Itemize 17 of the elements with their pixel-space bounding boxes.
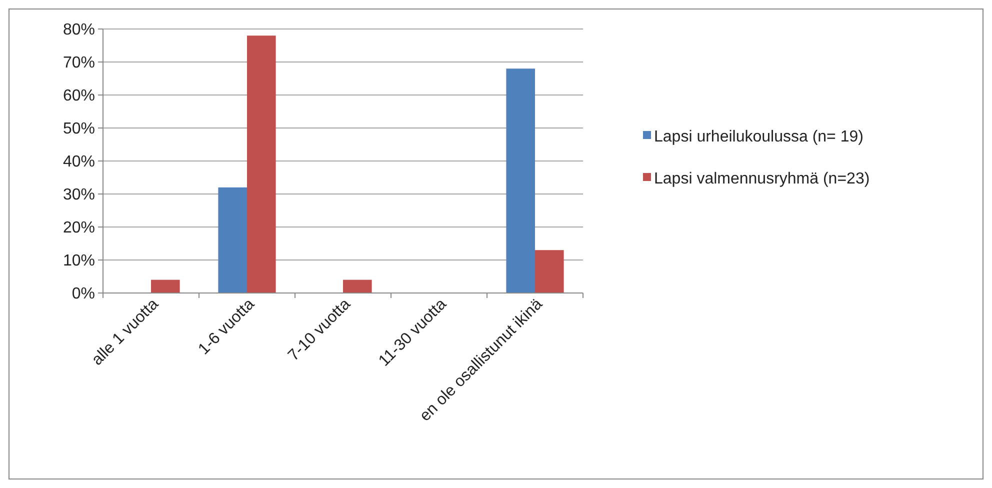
y-tick-label: 80% [62,22,95,39]
bar [506,68,535,293]
y-tick-label: 10% [62,252,95,270]
bar [218,187,247,293]
legend-label: Lapsi urheilukoulussa (n= 19) [654,128,864,146]
y-tick-label: 30% [62,186,95,204]
bar [151,280,180,293]
legend-label: Lapsi valmennusryhmä (n=23) [654,170,870,188]
bar [535,250,564,293]
y-tick-label: 50% [62,120,95,138]
y-tick-label: 70% [62,54,95,72]
y-tick-label: 40% [62,154,95,171]
bar [343,280,372,293]
y-tick-label: 60% [62,88,95,105]
y-tick-label: 0% [72,286,95,303]
bar [247,36,276,293]
y-tick-label: 20% [62,220,95,237]
